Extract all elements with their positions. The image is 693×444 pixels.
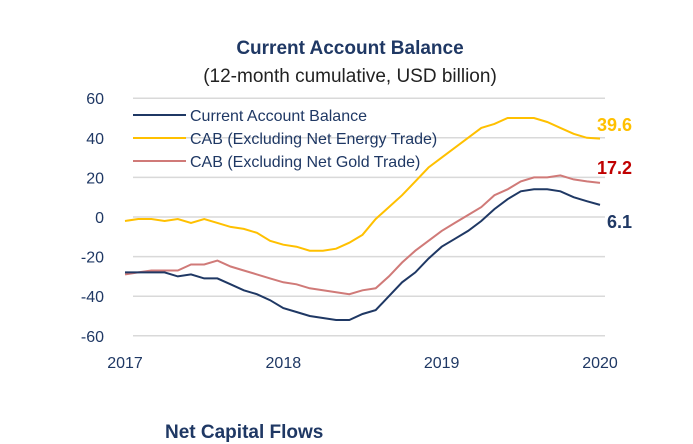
y-tick-label: 20	[86, 170, 104, 187]
next-chart-title: Net Capital Flows	[165, 422, 324, 443]
end-value-label: 39.6	[597, 115, 632, 135]
x-tick-label: 2019	[424, 355, 460, 372]
x-tick-label: 2018	[266, 355, 302, 372]
legend-label: CAB (Excluding Net Gold Trade)	[190, 154, 420, 171]
series-line	[124, 117, 601, 252]
y-tick-label: 0	[95, 210, 104, 227]
legend-label: CAB (Excluding Net Energy Trade)	[190, 131, 437, 148]
series-line	[125, 188, 601, 321]
x-tick-label: 2020	[582, 355, 618, 372]
x-tick-label: 2017	[107, 355, 143, 372]
y-tick-label: 40	[86, 131, 104, 148]
y-tick-label: -20	[81, 250, 104, 267]
chart-title: Current Account Balance	[236, 38, 464, 59]
end-value-label: 17.2	[597, 158, 632, 178]
y-tick-label: 60	[86, 91, 104, 108]
end-value-label: 6.1	[607, 212, 632, 232]
series-line	[124, 174, 601, 296]
y-tick-label: -40	[81, 289, 104, 306]
legend-label: Current Account Balance	[190, 108, 367, 125]
chart-subtitle: (12-month cumulative, USD billion)	[203, 66, 497, 87]
y-tick-label: -60	[81, 329, 104, 346]
